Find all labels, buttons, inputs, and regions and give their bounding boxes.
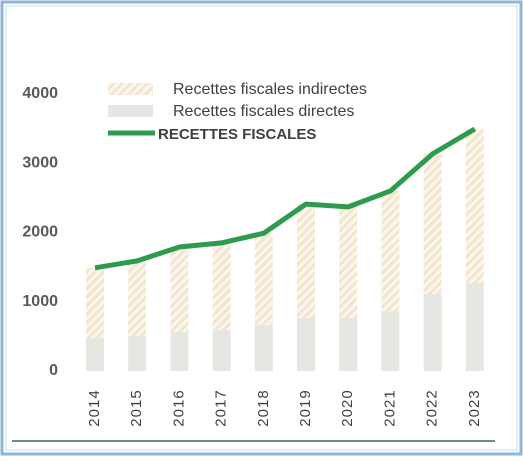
bar-indirectes	[170, 247, 189, 333]
x-tick-label: 2014	[86, 389, 103, 426]
bar-directes	[128, 336, 147, 371]
legend-label: Recettes fiscales directes	[173, 103, 354, 120]
line-total	[94, 126, 477, 271]
bar-indirectes	[86, 267, 104, 339]
legend-label: Recettes fiscales indirectes	[173, 81, 367, 98]
x-tick-label: 2022	[424, 389, 441, 426]
y-tick-label: 4000	[22, 85, 58, 102]
bar-directes	[86, 338, 104, 371]
x-tick-label: 2017	[213, 389, 230, 426]
x-tick-label: 2015	[128, 389, 145, 426]
x-tick-label: 2023	[466, 389, 483, 426]
frame-inner	[5, 5, 518, 451]
bar-indirectes	[212, 242, 231, 331]
bar-indirectes	[297, 204, 315, 319]
x-tick-label: 2021	[381, 389, 398, 426]
bar-indirectes	[423, 153, 442, 295]
bar-directes	[339, 318, 358, 371]
bar-directes	[254, 324, 273, 371]
bar-directes	[381, 311, 400, 371]
bar-directes	[423, 294, 442, 371]
bar-indirectes	[339, 206, 358, 319]
bar-directes	[212, 330, 231, 371]
y-tick-label: 2000	[22, 224, 58, 241]
y-tick-label: 1000	[22, 293, 58, 310]
legend-swatch	[108, 83, 153, 95]
x-tick-label: 2018	[255, 389, 272, 426]
legend-swatch	[108, 105, 153, 117]
y-tick-label: 0	[49, 362, 58, 379]
y-tick-label: 3000	[22, 154, 58, 171]
bar-directes	[170, 332, 189, 371]
bar-indirectes	[465, 128, 484, 284]
bar-directes	[465, 283, 484, 371]
bar-directes	[297, 318, 315, 371]
x-tick-label: 2016	[170, 389, 187, 426]
bar-indirectes	[381, 190, 400, 312]
x-tick-label: 2019	[297, 389, 314, 426]
bar-indirectes	[128, 260, 147, 337]
bar-indirectes	[254, 233, 273, 325]
x-tick-label: 2020	[339, 389, 356, 426]
legend-label: RECETTES FISCALES	[158, 126, 316, 143]
